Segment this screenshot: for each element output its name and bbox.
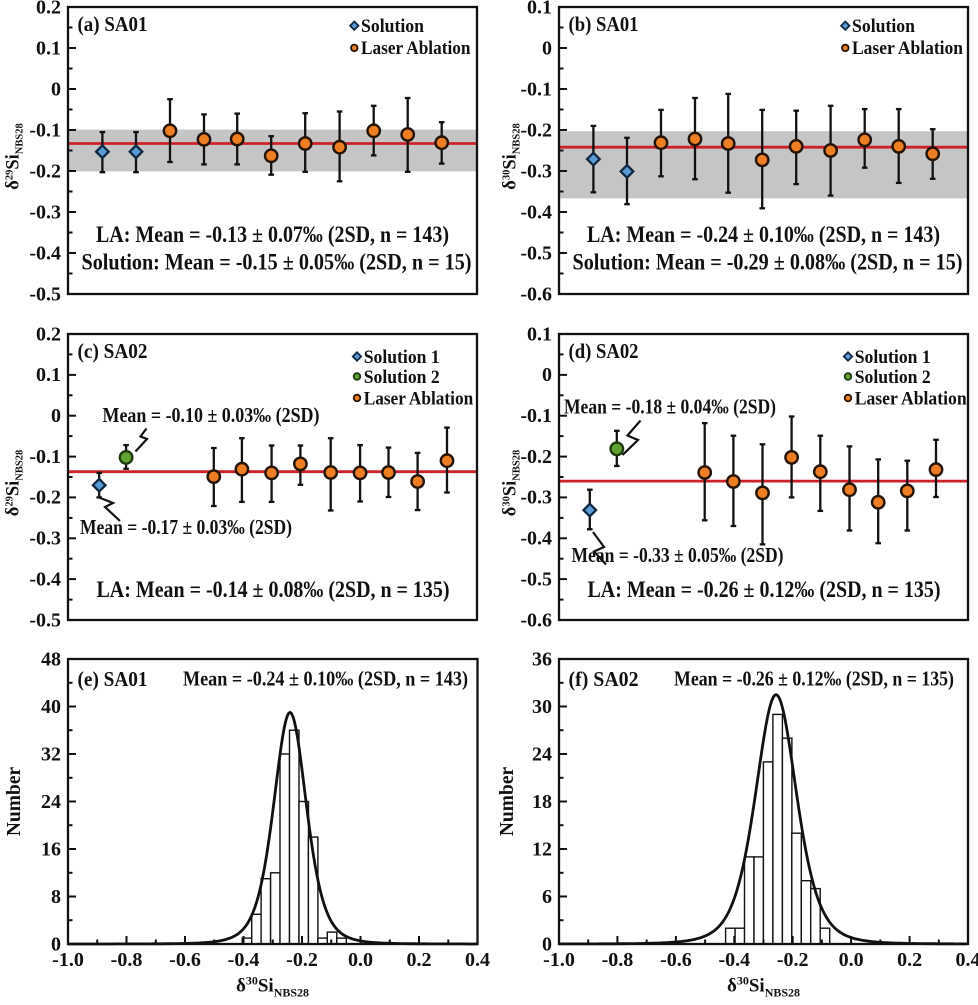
svg-text:Number: Number bbox=[4, 766, 25, 836]
svg-text:30: 30 bbox=[532, 696, 552, 718]
svg-text:-0.6: -0.6 bbox=[520, 283, 552, 305]
svg-text:24: 24 bbox=[532, 743, 552, 765]
svg-text:Solution: Mean = -0.15 ± 0.05‰: Solution: Mean = -0.15 ± 0.05‰ (2SD, n =… bbox=[82, 250, 472, 275]
svg-text:-0.2: -0.2 bbox=[29, 487, 61, 509]
svg-text:0.0: 0.0 bbox=[348, 949, 373, 971]
svg-text:-0.3: -0.3 bbox=[520, 487, 552, 509]
svg-text:Solution: Solution bbox=[361, 16, 424, 37]
svg-text:-0.4: -0.4 bbox=[29, 242, 61, 264]
svg-text:Solution 2: Solution 2 bbox=[364, 367, 440, 388]
svg-text:LA: Mean = -0.13 ± 0.07‰ (2SD,: LA: Mean = -0.13 ± 0.07‰ (2SD, n = 143) bbox=[96, 222, 449, 247]
svg-text:-0.3: -0.3 bbox=[29, 528, 61, 550]
svg-text:-0.2: -0.2 bbox=[520, 446, 552, 468]
svg-text:24: 24 bbox=[41, 791, 61, 813]
svg-text:-1.0: -1.0 bbox=[543, 949, 575, 971]
svg-text:(d) SA02: (d) SA02 bbox=[569, 339, 639, 363]
svg-text:-0.1: -0.1 bbox=[520, 78, 552, 100]
svg-text:-0.1: -0.1 bbox=[29, 446, 61, 468]
svg-text:Mean = -0.26 ± 0.12‰ (2SD, n =: Mean = -0.26 ± 0.12‰ (2SD, n = 135) bbox=[674, 667, 954, 691]
svg-text:40: 40 bbox=[41, 696, 61, 718]
svg-text:(f) SA02: (f) SA02 bbox=[569, 667, 639, 691]
svg-text:-0.2: -0.2 bbox=[777, 949, 809, 971]
svg-text:0.2: 0.2 bbox=[36, 0, 61, 18]
svg-text:(e) SA01: (e) SA01 bbox=[78, 667, 148, 691]
svg-text:Mean = -0.18 ± 0.04‰ (2SD): Mean = -0.18 ± 0.04‰ (2SD) bbox=[564, 395, 776, 419]
svg-text:Solution 1: Solution 1 bbox=[364, 347, 440, 368]
svg-text:-0.4: -0.4 bbox=[520, 528, 552, 550]
svg-text:0.2: 0.2 bbox=[407, 949, 432, 971]
svg-text:-0.6: -0.6 bbox=[520, 609, 552, 631]
svg-text:-0.3: -0.3 bbox=[29, 201, 61, 223]
svg-text:0.1: 0.1 bbox=[36, 37, 61, 59]
svg-text:-0.6: -0.6 bbox=[169, 949, 201, 971]
svg-text:-0.1: -0.1 bbox=[29, 119, 61, 141]
svg-text:Solution 1: Solution 1 bbox=[855, 347, 931, 368]
svg-text:-0.4: -0.4 bbox=[718, 949, 750, 971]
svg-text:0.1: 0.1 bbox=[36, 364, 61, 386]
svg-text:36: 36 bbox=[532, 648, 552, 670]
svg-text:-0.5: -0.5 bbox=[520, 242, 552, 264]
svg-text:Mean = -0.24 ± 0.10‰ (2SD, n =: Mean = -0.24 ± 0.10‰ (2SD, n = 143) bbox=[183, 667, 468, 691]
svg-text:(a) SA01: (a) SA01 bbox=[78, 12, 148, 36]
svg-text:-0.8: -0.8 bbox=[602, 949, 634, 971]
svg-text:LA: Mean = -0.24 ± 0.10‰ (2SD,: LA: Mean = -0.24 ± 0.10‰ (2SD, n = 143) bbox=[587, 222, 940, 247]
svg-text:(b) SA01: (b) SA01 bbox=[569, 12, 639, 36]
svg-text:Solution: Mean = -0.29 ± 0.08‰: Solution: Mean = -0.29 ± 0.08‰ (2SD, n =… bbox=[573, 250, 963, 275]
svg-text:0: 0 bbox=[51, 405, 61, 427]
svg-text:-0.5: -0.5 bbox=[29, 609, 61, 631]
svg-text:-1.0: -1.0 bbox=[52, 949, 84, 971]
svg-text:0: 0 bbox=[542, 37, 552, 59]
svg-text:0.1: 0.1 bbox=[527, 323, 552, 345]
svg-text:0.0: 0.0 bbox=[839, 949, 864, 971]
svg-text:8: 8 bbox=[51, 886, 61, 908]
svg-text:0: 0 bbox=[51, 78, 61, 100]
svg-text:Mean = -0.17 ± 0.03‰ (2SD): Mean = -0.17 ± 0.03‰ (2SD) bbox=[80, 515, 292, 539]
svg-text:-0.4: -0.4 bbox=[520, 201, 552, 223]
svg-text:(c) SA02: (c) SA02 bbox=[78, 339, 148, 363]
svg-text:-0.2: -0.2 bbox=[29, 160, 61, 182]
svg-text:-0.1: -0.1 bbox=[520, 405, 552, 427]
svg-text:-0.4: -0.4 bbox=[228, 949, 260, 971]
svg-text:-0.2: -0.2 bbox=[286, 949, 318, 971]
svg-text:-0.5: -0.5 bbox=[520, 568, 552, 590]
svg-text:Laser Ablation: Laser Ablation bbox=[364, 388, 474, 409]
svg-text:-0.6: -0.6 bbox=[660, 949, 692, 971]
svg-text:Mean = -0.10 ± 0.03‰ (2SD): Mean = -0.10 ± 0.03‰ (2SD) bbox=[103, 403, 320, 427]
svg-text:0: 0 bbox=[542, 364, 552, 386]
svg-text:-0.5: -0.5 bbox=[29, 283, 61, 305]
svg-text:0.1: 0.1 bbox=[527, 0, 552, 18]
svg-text:Number: Number bbox=[497, 766, 518, 836]
svg-text:Laser Ablation: Laser Ablation bbox=[852, 38, 963, 59]
svg-text:-0.4: -0.4 bbox=[29, 568, 61, 590]
svg-text:Solution: Solution bbox=[852, 16, 915, 37]
svg-text:18: 18 bbox=[532, 791, 552, 813]
svg-text:32: 32 bbox=[41, 743, 61, 765]
svg-text:Solution 2: Solution 2 bbox=[855, 367, 931, 388]
svg-text:Laser Ablation: Laser Ablation bbox=[855, 388, 967, 409]
svg-text:48: 48 bbox=[41, 648, 61, 670]
svg-text:0.2: 0.2 bbox=[897, 949, 922, 971]
svg-text:0.4: 0.4 bbox=[956, 949, 978, 971]
svg-text:16: 16 bbox=[41, 838, 61, 860]
svg-text:LA: Mean = -0.26 ± 0.12‰ (2SD,: LA: Mean = -0.26 ± 0.12‰ (2SD, n = 135) bbox=[588, 577, 941, 602]
svg-text:Laser Ablation: Laser Ablation bbox=[361, 38, 471, 59]
svg-text:-0.8: -0.8 bbox=[111, 949, 143, 971]
svg-text:-0.2: -0.2 bbox=[520, 119, 552, 141]
svg-text:LA: Mean = -0.14 ± 0.08‰ (2SD,: LA: Mean = -0.14 ± 0.08‰ (2SD, n = 135) bbox=[97, 577, 450, 602]
svg-text:0.4: 0.4 bbox=[465, 949, 490, 971]
svg-text:6: 6 bbox=[542, 886, 552, 908]
svg-text:0.2: 0.2 bbox=[36, 323, 61, 345]
svg-text:12: 12 bbox=[532, 838, 552, 860]
svg-text:-0.3: -0.3 bbox=[520, 160, 552, 182]
